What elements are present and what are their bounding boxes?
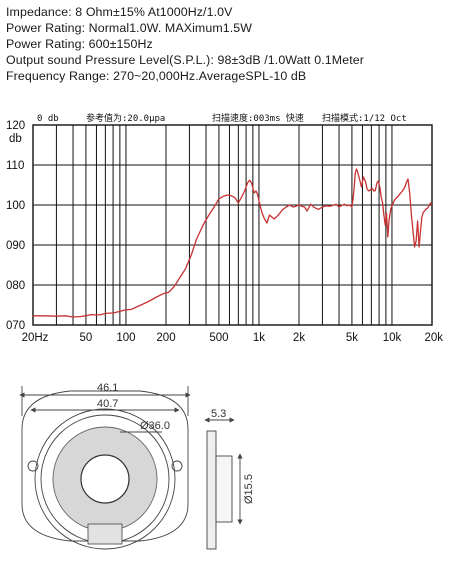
x-tick-label: 50 [80, 332, 93, 344]
speaker-dust-cap [80, 454, 130, 504]
x-tick-label: 20Hz [22, 332, 49, 344]
x-tick-label: 1k [253, 332, 265, 344]
header-sweep-speed: 扫描速度:003ms 快速 [212, 112, 304, 124]
frequency-response-chart: 0 db 参考值为:20.0μpa 扫描速度:003ms 快速 扫描模式:1/1… [0, 104, 449, 352]
spec-power-rating: Power Rating: Normal1.0W. MAXimum1.5W [6, 21, 253, 35]
y-tick-label: 110 [6, 160, 24, 172]
x-tick-label: 200 [156, 332, 175, 344]
x-tick-label: 20k [424, 332, 443, 344]
plot-frame [32, 124, 433, 326]
dim-side-top-label: 5.3 [211, 408, 226, 420]
x-tick-label: 2k [293, 332, 305, 344]
y-tick-label: 100 [6, 200, 25, 212]
dim-mid-label: 40.7 [97, 398, 118, 410]
spec-frequency-range: Frequency Range: 270~20,000Hz.AverageSPL… [6, 69, 307, 83]
spec-impedance: Impedance: 8 Ohm±15% At1000Hz/1.0V [6, 5, 233, 19]
x-tick-label: 5k [346, 332, 358, 344]
curve-layer [33, 168, 433, 318]
y-tick-labels: 070 080 090 100 110 120 [6, 120, 25, 332]
side-view-body [206, 430, 217, 550]
spec-spl: Output sound Pressure Level(S.P.L.): 98±… [6, 53, 364, 67]
dim-outer-label: 46.1 [97, 382, 118, 394]
solder-terminals [87, 523, 123, 545]
mount-hole-left [27, 460, 39, 472]
y-tick-label: 080 [6, 280, 25, 292]
dim-side-vertical-label: Ø15.5 [243, 474, 255, 504]
x-tick-label: 500 [209, 332, 228, 344]
header-reference: 参考值为:20.0μpa [86, 112, 165, 124]
series-line [33, 168, 433, 318]
spec-block: Impedance: 8 Ohm±15% At1000Hz/1.0V Power… [6, 4, 446, 84]
dimension-drawing: 46.1 40.7 Ø36.0 5.3 Ø15.5 [19, 382, 255, 550]
side-view-magnet [215, 455, 233, 523]
header-zero-db: 0 db [37, 114, 59, 124]
y-tick-label: 070 [6, 320, 25, 332]
x-tick-label: 10k [383, 332, 402, 344]
y-tick-label: 090 [6, 240, 25, 252]
spec-resonance: Power Rating: 600±150Hz [6, 37, 153, 51]
x-tick-labels: 20Hz 50 100 200 500 1k 2k 5k 10k 20k [22, 332, 444, 344]
chart-background [0, 104, 449, 352]
y-tick-label: 120 [6, 120, 25, 132]
x-tick-label: 100 [116, 332, 135, 344]
header-sweep-mode: 扫描模式:1/12 Oct [322, 112, 407, 124]
y-axis-unit: db [9, 133, 22, 145]
mount-hole-right [171, 460, 183, 472]
dim-diameter-label: Ø36.0 [140, 420, 170, 432]
